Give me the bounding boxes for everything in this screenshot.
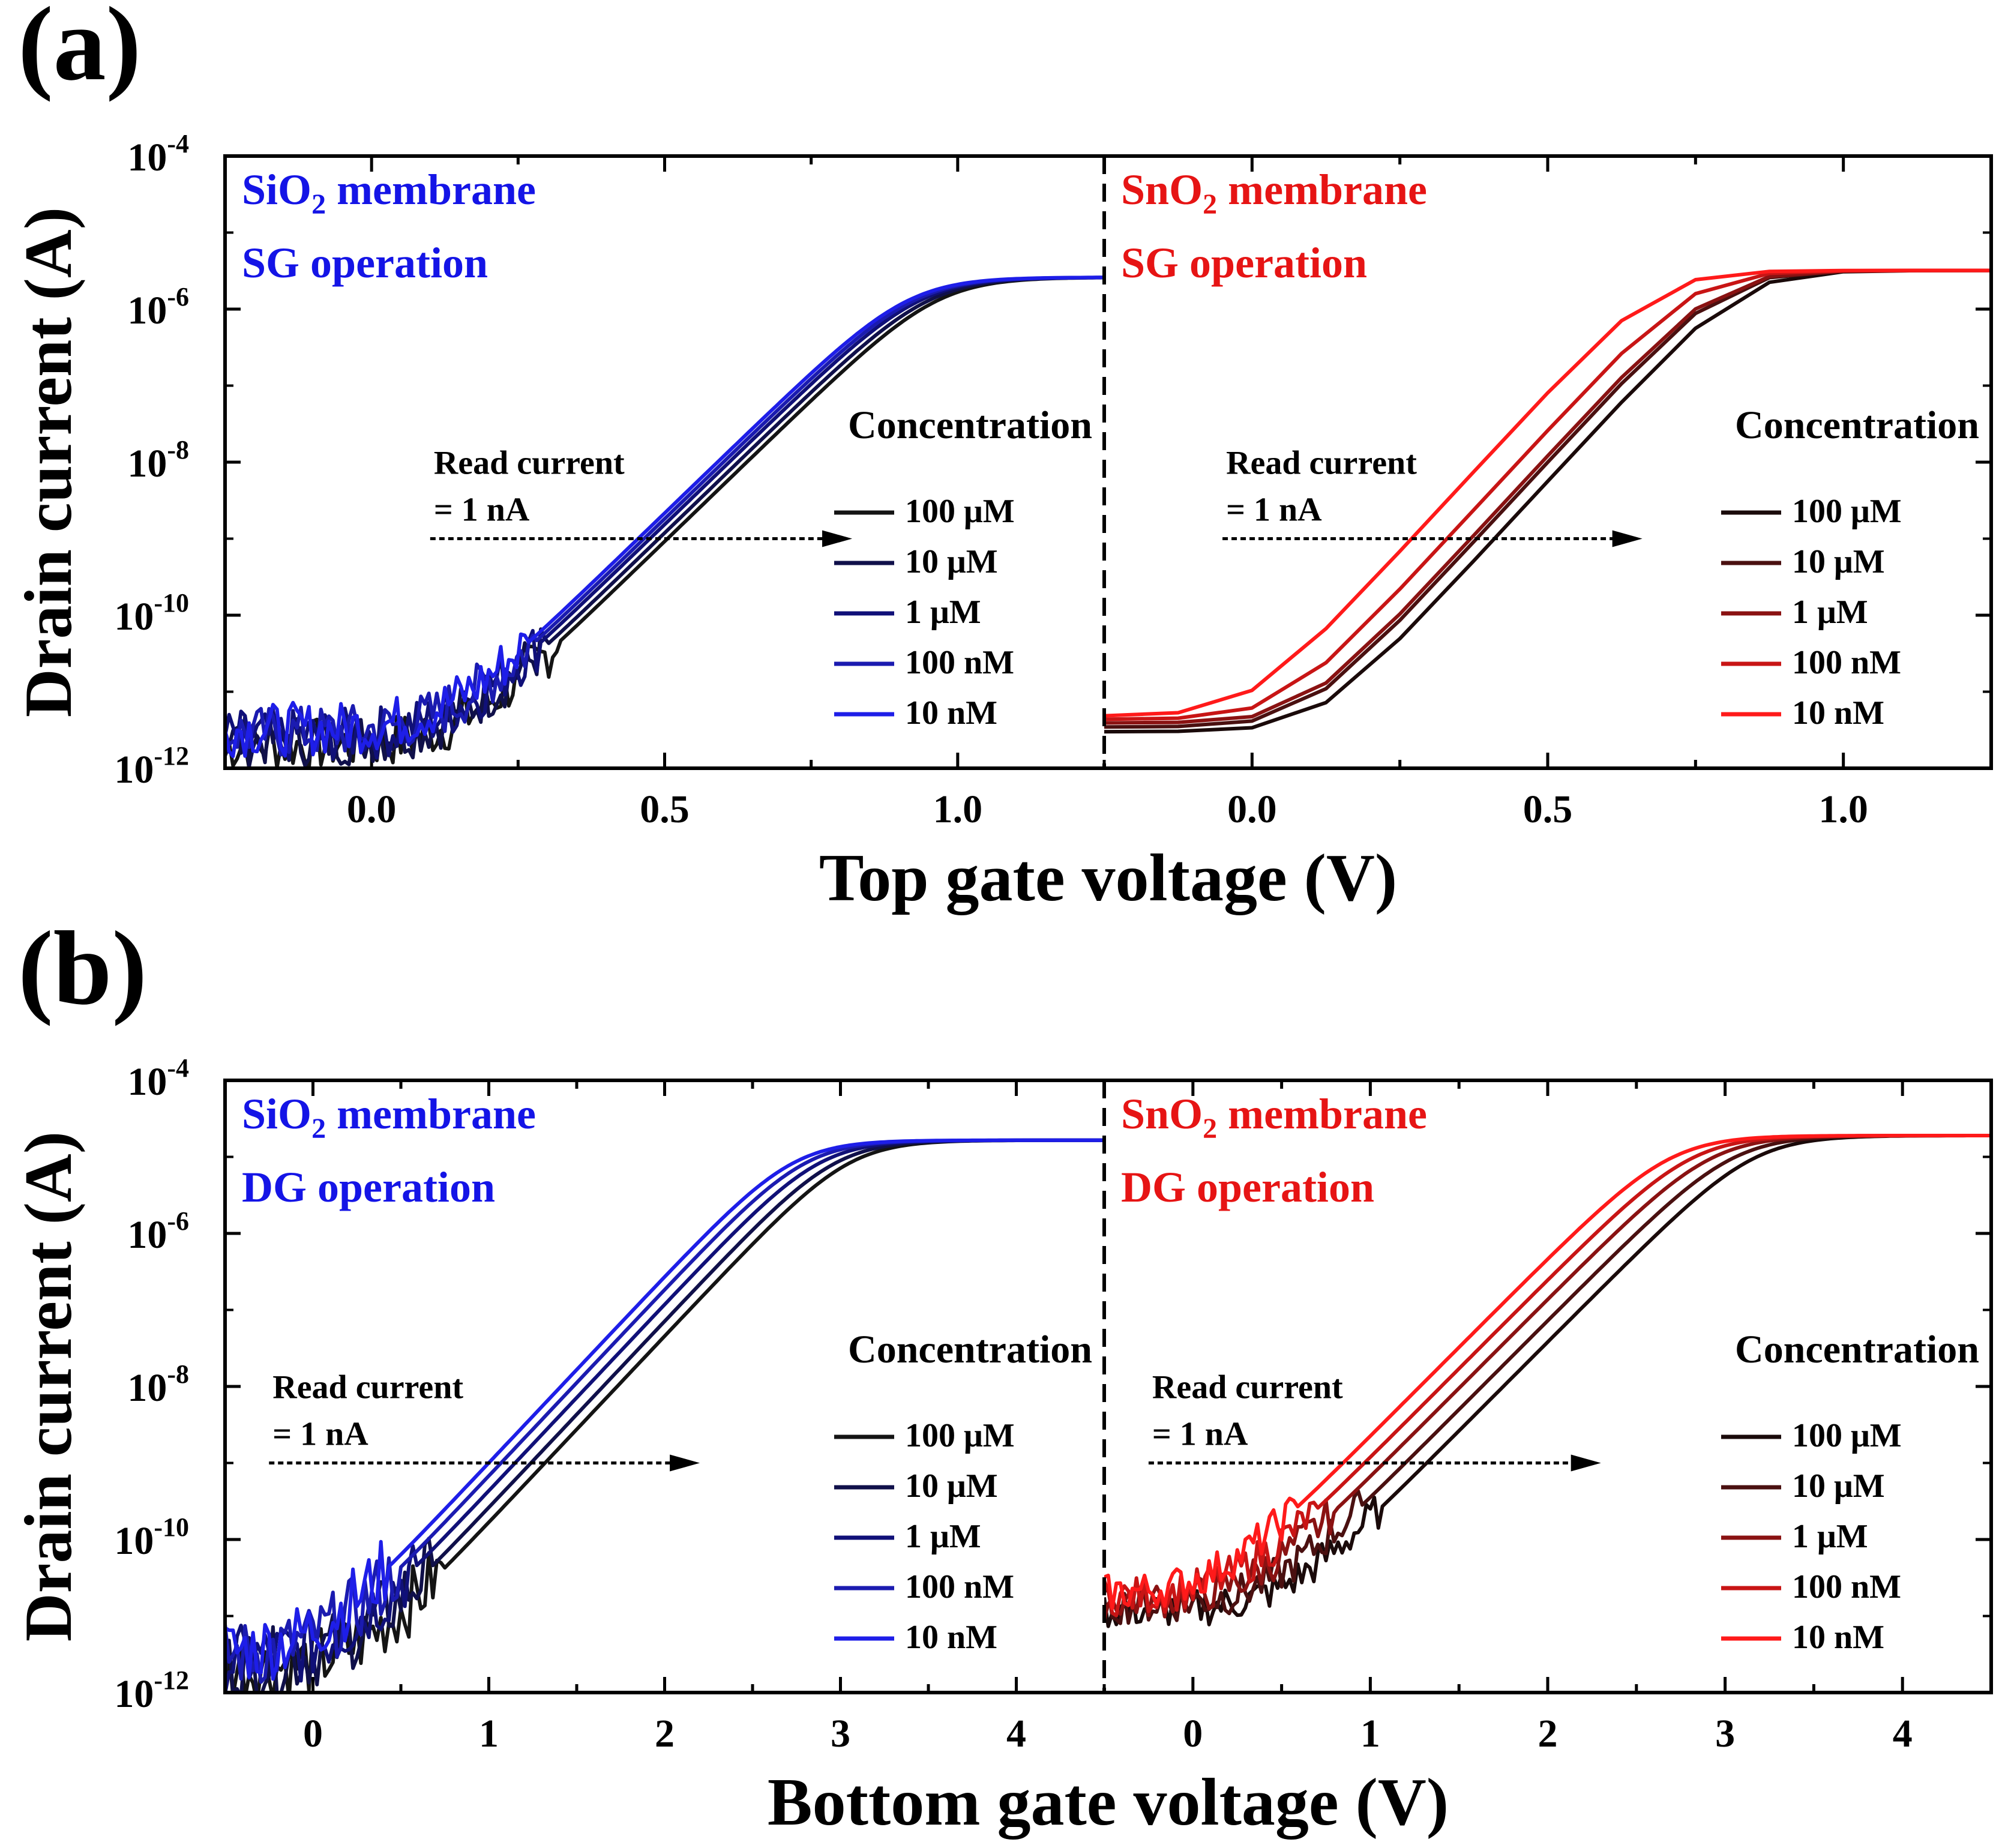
y-tick-label: 10-12	[114, 1666, 189, 1716]
arrow-head-icon	[822, 530, 853, 547]
panel-b: (b) 10-12 10-10 10-8 10-6 10-4 Drain current (…	[11, 910, 1993, 1840]
x-tick-label: 0	[1183, 1712, 1203, 1756]
x-tick-label: 1.0	[1818, 787, 1868, 831]
x-tick-label: 0.5	[1523, 787, 1573, 831]
y-tick-label: 10-10	[114, 588, 189, 639]
read-current-label: Read current	[1226, 445, 1417, 482]
y-axis-title: Drain current (A)	[11, 207, 86, 717]
legend-entry: 1 μM	[905, 594, 981, 631]
read-current-value: = 1 nA	[1152, 1416, 1248, 1453]
legend-entry: 1 μM	[905, 1518, 981, 1555]
series-line	[1104, 268, 1991, 718]
membrane-label: SnO2 membrane	[1121, 166, 1427, 220]
read-current-label: Read current	[434, 445, 625, 482]
y-tick-label: 10-8	[127, 435, 189, 486]
legend-entry: 10 μM	[905, 1467, 998, 1505]
x-tick-label: 3	[831, 1712, 850, 1756]
legend-entry: 100 μM	[905, 1417, 1015, 1454]
x-tick-label: 0.5	[640, 787, 690, 831]
y-tick-label: 10-4	[127, 1053, 189, 1104]
subplot-sio2: 0 1 2 3 4 SiO2 membrane DG operation Read curre…	[223, 1080, 1106, 1756]
series-line	[225, 275, 1104, 768]
legend-entry: 10 μM	[1792, 543, 1885, 580]
y-tick-label: 10-6	[127, 1206, 189, 1257]
x-tick-label: 2	[1538, 1712, 1558, 1756]
membrane-label: SiO2 membrane	[242, 1090, 536, 1145]
x-tick-label: 0	[303, 1712, 323, 1756]
legend-title: Concentration	[1735, 403, 1979, 447]
legend-entry: 100 μM	[1792, 1417, 1902, 1454]
legend-entry: 10 nM	[905, 694, 997, 732]
subplot-sno2: 0.0 0.5 1.0 SnO2 membrane SG operation Read c…	[1102, 156, 1993, 831]
legend-entry: 10 μM	[1792, 1467, 1885, 1505]
legend-entry: 100 nM	[1792, 1568, 1901, 1606]
panel-a: (a) 10-12 10-10 10-8 10-6 10-4 Drain current (…	[11, 0, 1993, 915]
legend-entry: 100 μM	[905, 493, 1015, 530]
series-line	[225, 1138, 1104, 1681]
x-tick-label: 1	[1360, 1712, 1380, 1756]
read-current-label: Read current	[272, 1369, 463, 1406]
panel-label: (a)	[18, 0, 141, 103]
legend-entry: 10 nM	[905, 1619, 997, 1656]
read-current-value: = 1 nA	[434, 492, 530, 529]
subplot-sno2: 0 1 2 3 4 SnO2 membrane DG operation Read curre…	[1102, 1080, 1993, 1756]
x-tick-label: 1.0	[933, 787, 983, 831]
x-tick-label: 4	[1893, 1712, 1913, 1756]
y-tick-label: 10-8	[127, 1359, 189, 1410]
y-axis-title: Drain current (A)	[11, 1131, 86, 1642]
series-line	[1104, 1134, 1991, 1610]
legend-title: Concentration	[848, 403, 1092, 447]
plot-frame	[223, 154, 1993, 770]
y-tick-label: 10-12	[114, 741, 189, 792]
legend-entry: 10 nM	[1792, 694, 1884, 732]
legend-entry: 100 nM	[905, 644, 1014, 681]
legend-entry: 100 nM	[905, 1568, 1014, 1606]
operation-label: SG operation	[1121, 239, 1367, 287]
arrow-head-icon	[670, 1454, 700, 1472]
x-tick-label: 4	[1006, 1712, 1026, 1756]
legend-entry: 1 μM	[1792, 594, 1868, 631]
legend-entry: 10 nM	[1792, 1619, 1884, 1656]
legend-entry: 10 μM	[905, 543, 998, 580]
series-line	[225, 275, 1104, 759]
x-tick-label: 0.0	[347, 787, 397, 831]
arrow-head-icon	[1612, 530, 1643, 547]
legend-entry: 1 μM	[1792, 1518, 1868, 1555]
legend-title: Concentration	[848, 1328, 1092, 1371]
y-tick-label: 10-6	[127, 282, 189, 333]
legend-entry: 100 μM	[1792, 493, 1902, 530]
subplot-sio2: 0.0 0.5 1.0 SiO2 membrane SG operation Read c…	[223, 156, 1106, 831]
x-tick-label: 2	[655, 1712, 675, 1756]
arrow-head-icon	[1571, 1454, 1601, 1472]
membrane-label: SiO2 membrane	[242, 166, 536, 220]
y-tick-label: 10-4	[127, 129, 189, 179]
operation-label: DG operation	[242, 1163, 495, 1211]
x-axis-title: Bottom gate voltage (V)	[768, 1765, 1449, 1840]
x-tick-label: 1	[479, 1712, 499, 1756]
legend-title: Concentration	[1735, 1328, 1979, 1371]
membrane-label: SnO2 membrane	[1121, 1090, 1427, 1145]
panel-label: (b)	[18, 910, 147, 1027]
plot-frame	[223, 1079, 1993, 1694]
legend-entry: 100 nM	[1792, 644, 1901, 681]
read-current-label: Read current	[1152, 1369, 1343, 1406]
read-current-value: = 1 nA	[1226, 492, 1322, 529]
x-tick-label: 0.0	[1227, 787, 1277, 831]
operation-label: DG operation	[1121, 1163, 1374, 1211]
y-tick-label: 10-10	[114, 1512, 189, 1563]
operation-label: SG operation	[242, 239, 488, 287]
read-current-value: = 1 nA	[272, 1416, 368, 1453]
x-axis-title: Top gate voltage (V)	[819, 841, 1397, 915]
x-tick-label: 3	[1715, 1712, 1735, 1756]
